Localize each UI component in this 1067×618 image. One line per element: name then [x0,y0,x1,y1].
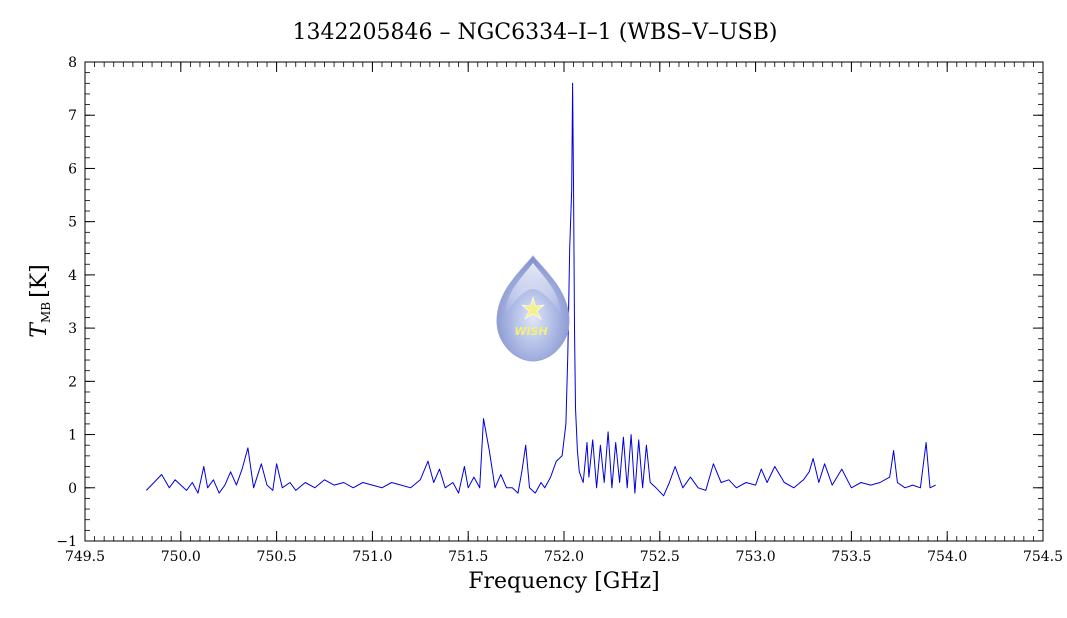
x-tick-label: 750.0 [161,549,201,565]
star-icon [521,295,545,320]
y-tick-label: 4 [68,268,77,284]
x-axis-label: Frequency [GHz] [468,569,660,594]
x-tick-label: 751.0 [352,549,392,565]
y-tick-label: 0 [68,481,77,497]
x-tick-label: 751.5 [448,549,488,565]
x-tick-label: 752.5 [640,549,680,565]
y-axis-label-subscript: MB [39,302,53,323]
y-axis-label: TMB [K] [27,264,53,337]
y-tick-label: 7 [68,108,77,124]
chart-title: 1342205846 – NGC6334–I–1 (WBS–V–USB) [293,20,778,45]
plot-area [84,61,1044,542]
x-tick-labels: 749.5 750.0 750.5 751.0 751.5 752.0 752.5 753.0… [65,549,1063,565]
x-tick-label: 754.5 [1023,549,1063,565]
x-tick-label: 750.5 [257,549,297,565]
wish-logo-text: WISH [514,325,547,338]
wish-logo: WISH [496,255,570,362]
y-tick-label: 5 [68,215,77,231]
y-tick-label: 6 [68,161,77,177]
x-tick-label: 753.0 [736,549,776,565]
y-axis-label-symbol: T [27,321,52,338]
spectrum-line [145,82,936,497]
plot-frame [84,61,1044,542]
y-tick-label: 2 [68,374,77,390]
svg-text:TMB[K]: TMB [K] [27,264,53,337]
y-tick-label: −1 [56,534,77,550]
y-tick-label: 1 [68,428,77,444]
y-axis-label-unit: [K] [27,264,52,298]
x-tick-label: 753.5 [831,549,871,565]
x-tick-label: 754.0 [927,549,967,565]
y-tick-label: 8 [68,55,77,71]
y-tick-label: 3 [68,321,77,337]
drop-highlight [505,263,561,315]
x-tick-label: 749.5 [65,549,105,565]
x-tick-label: 752.0 [544,549,584,565]
y-tick-labels: −1 0 1 2 3 4 5 6 7 8 [56,55,77,550]
